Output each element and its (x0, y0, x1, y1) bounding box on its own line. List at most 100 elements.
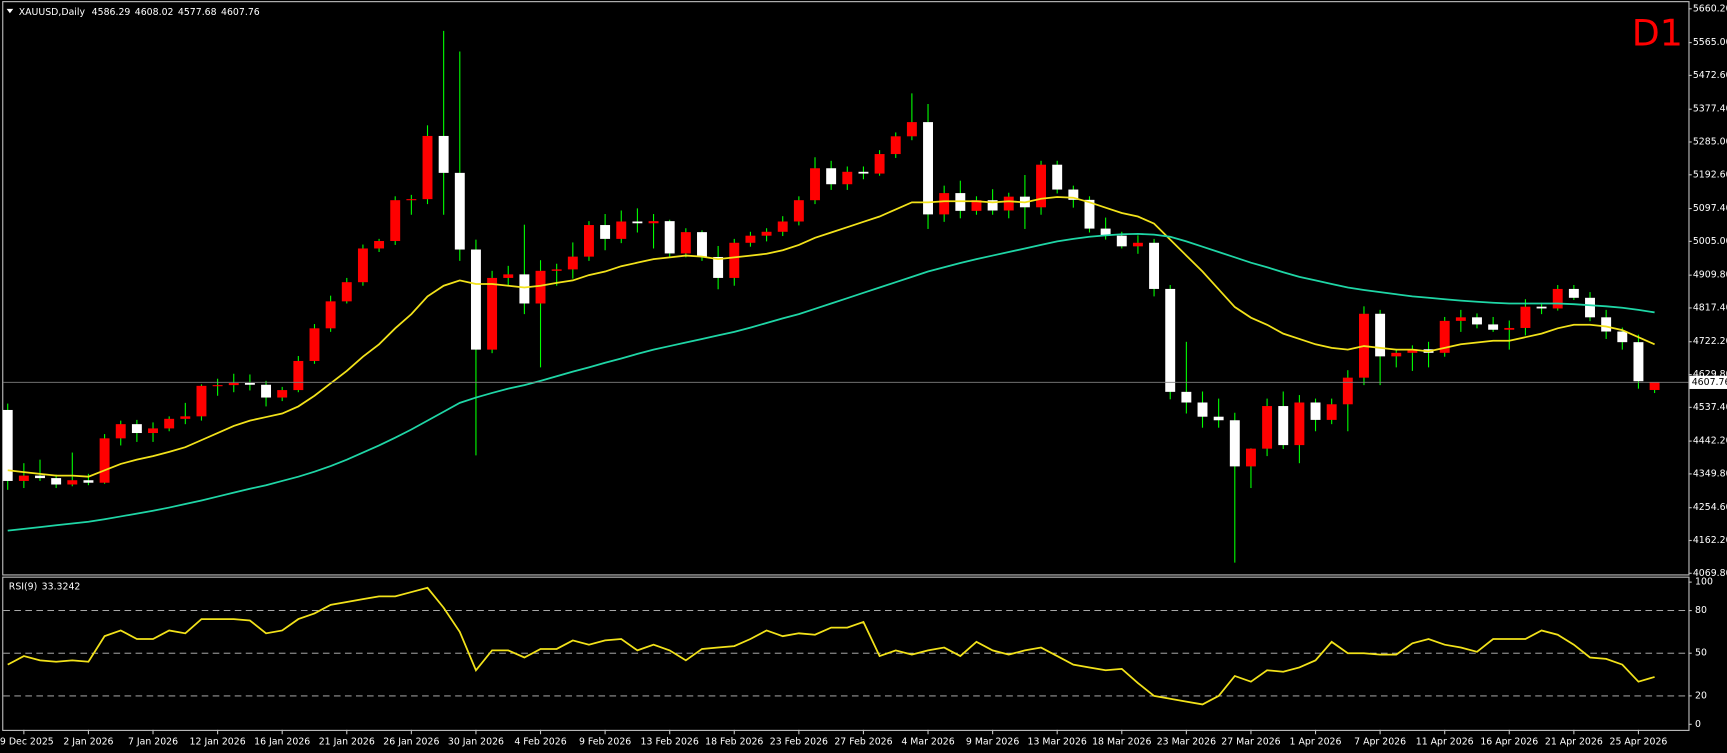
candle-body (745, 235, 756, 243)
y-tick-label: 100 (1695, 577, 1713, 588)
x-tick-label: 23 Mar 2026 (1157, 736, 1216, 747)
candle-body (1181, 391, 1192, 403)
candle-body (1439, 320, 1450, 353)
price-box-label: 4607.76 (1692, 377, 1727, 388)
candle-body (1052, 164, 1063, 190)
candle-body (1504, 327, 1515, 330)
candle-body (244, 382, 255, 385)
rsi-header: RSI(9) 33.3242 (9, 581, 81, 592)
candle-body (664, 221, 675, 254)
rsi-line (7, 586, 1655, 706)
candle-body (1116, 235, 1127, 247)
y-tick-label: 80 (1695, 605, 1707, 616)
candle-body (858, 171, 869, 174)
candle-body (212, 385, 223, 387)
candle-body (777, 221, 788, 232)
candle-body (357, 248, 368, 283)
x-tick-label: 16 Jan 2026 (254, 736, 310, 747)
candle-body (1036, 164, 1047, 208)
candle-body (1536, 306, 1547, 309)
candle-body (1245, 448, 1256, 467)
symbol-title: XAUUSD,Daily (19, 7, 86, 18)
candle-body (1068, 189, 1079, 200)
x-tick-label: 21 Jan 2026 (319, 736, 375, 747)
y-tick-label: 4817.40 (1693, 302, 1727, 313)
timeframe-annotation: D1 (1632, 11, 1683, 54)
candle-body (890, 136, 901, 155)
candle-body (923, 122, 933, 215)
price-box (1689, 375, 1727, 389)
candle-body (1132, 242, 1143, 247)
x-tick-label: 30 Jan 2026 (448, 736, 504, 747)
candle-body (584, 225, 594, 257)
candle-body (1262, 406, 1273, 449)
candle-body (906, 122, 917, 137)
candle-body (632, 221, 643, 224)
candle-body (793, 200, 804, 222)
candle-body (1197, 402, 1208, 417)
candle-body (1278, 406, 1289, 446)
chart-header: XAUUSD,Daily 4586.29 4608.02 4577.68 4607.76 (19, 7, 260, 18)
y-tick-label: 5377.40 (1693, 104, 1727, 115)
header-close: 4607.76 (221, 7, 260, 18)
candle-body (1084, 199, 1095, 229)
candle-body (309, 328, 320, 361)
x-tick-label: 26 Jan 2026 (383, 736, 439, 747)
x-tick-label: 13 Mar 2026 (1028, 736, 1087, 747)
y-tick-label: 4629.80 (1693, 369, 1727, 380)
y-tick-label: 0 (1695, 719, 1701, 730)
header-high: 4608.02 (135, 7, 174, 18)
y-tick-label: 5192.60 (1693, 169, 1727, 180)
candle-body (551, 269, 562, 271)
x-tick-label: 29 Dec 2025 (0, 736, 54, 747)
candle-body (1552, 288, 1563, 309)
x-tick-label: 16 Apr 2026 (1480, 736, 1538, 747)
y-tick-label: 4537.40 (1693, 402, 1727, 413)
candle-body (438, 135, 449, 173)
x-tick-label: 7 Jan 2026 (128, 736, 178, 747)
y-tick-label: 4069.80 (1693, 568, 1727, 579)
y-tick-label: 4162.20 (1693, 535, 1727, 546)
x-tick-label: 13 Feb 2026 (641, 736, 699, 747)
candle-body (99, 438, 110, 483)
candle-body (1633, 342, 1644, 382)
price-pane-frame (2, 1, 1690, 576)
candle-body (67, 480, 78, 485)
candle-body (1375, 313, 1386, 357)
y-tick-label: 4254.60 (1693, 502, 1727, 513)
rsi-value: 33.3242 (42, 581, 81, 592)
candle-body (1310, 402, 1321, 420)
x-tick-label: 9 Mar 2026 (966, 736, 1019, 747)
candle-body (1472, 317, 1482, 325)
candle-body (1488, 324, 1499, 330)
candle-body (35, 475, 45, 479)
y-tick-label: 4722.20 (1693, 336, 1727, 347)
candle-body (648, 221, 659, 224)
y-tick-label: 4909.80 (1693, 270, 1727, 281)
candle-body (697, 232, 707, 257)
candle-body (1601, 317, 1612, 332)
x-tick-label: 7 Apr 2026 (1354, 736, 1406, 747)
candle-body (1326, 404, 1337, 420)
x-tick-label: 18 Feb 2026 (705, 736, 763, 747)
candle-body (842, 171, 853, 185)
candle-body (600, 225, 611, 239)
candle-body (1342, 377, 1353, 405)
y-tick-label: 4349.80 (1693, 468, 1727, 479)
x-tick-label: 27 Mar 2026 (1221, 736, 1280, 747)
x-tick-label: 12 Jan 2026 (190, 736, 246, 747)
candle-body (680, 232, 691, 254)
moving-average-line (7, 233, 1655, 532)
candle-body (1100, 228, 1111, 236)
candle-body (51, 478, 62, 485)
y-tick-label: 50 (1695, 648, 1707, 659)
x-tick-label: 4 Feb 2026 (514, 736, 566, 747)
candle-body (180, 416, 191, 419)
candle-body (1294, 402, 1305, 446)
candle-body (1391, 352, 1402, 357)
x-tick-label: 25 Apr 2026 (1610, 736, 1668, 747)
candle-body (1213, 416, 1224, 421)
candle-body (503, 274, 514, 278)
candle-body (826, 168, 837, 185)
